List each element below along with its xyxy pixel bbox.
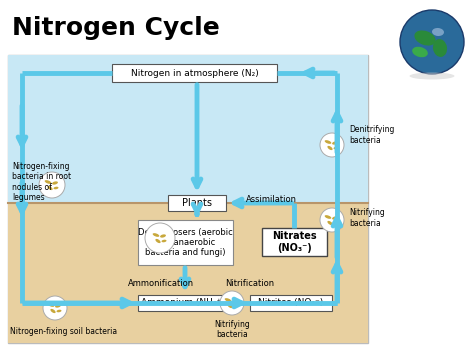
Ellipse shape: [433, 39, 447, 57]
FancyBboxPatch shape: [262, 228, 327, 256]
Ellipse shape: [325, 140, 331, 144]
Ellipse shape: [56, 310, 62, 312]
Ellipse shape: [334, 222, 338, 224]
FancyBboxPatch shape: [138, 295, 228, 311]
Text: Nitrogen in atmosphere (N₂): Nitrogen in atmosphere (N₂): [131, 69, 258, 77]
Ellipse shape: [334, 147, 338, 149]
Ellipse shape: [55, 304, 61, 308]
Ellipse shape: [432, 28, 444, 36]
Ellipse shape: [153, 233, 159, 237]
FancyBboxPatch shape: [8, 55, 368, 343]
Ellipse shape: [54, 187, 58, 189]
Circle shape: [145, 223, 175, 253]
FancyBboxPatch shape: [8, 203, 368, 343]
FancyBboxPatch shape: [168, 195, 226, 211]
Text: Assimilation: Assimilation: [246, 196, 297, 204]
Ellipse shape: [228, 304, 233, 308]
Text: Nitrogen-fixing
bacteria in root
nodules of
legumes: Nitrogen-fixing bacteria in root nodules…: [12, 162, 71, 202]
Text: Nitrates
(NO₃⁻): Nitrates (NO₃⁻): [272, 231, 317, 253]
Ellipse shape: [225, 298, 231, 302]
FancyBboxPatch shape: [138, 220, 233, 265]
Ellipse shape: [328, 146, 333, 150]
Ellipse shape: [332, 216, 338, 220]
Text: Ammonification: Ammonification: [128, 279, 194, 289]
Ellipse shape: [162, 240, 166, 242]
Ellipse shape: [52, 181, 58, 185]
Text: Nitrogen-fixing soil bacteria: Nitrogen-fixing soil bacteria: [10, 328, 117, 337]
Ellipse shape: [410, 72, 455, 80]
FancyBboxPatch shape: [112, 64, 277, 82]
Circle shape: [43, 296, 67, 320]
FancyBboxPatch shape: [8, 55, 368, 203]
Text: Nitrifying
bacteria: Nitrifying bacteria: [349, 208, 385, 228]
Circle shape: [320, 208, 344, 232]
Ellipse shape: [414, 31, 436, 45]
Ellipse shape: [45, 180, 51, 184]
Text: Plants: Plants: [182, 198, 212, 208]
Circle shape: [400, 10, 464, 74]
Ellipse shape: [47, 186, 53, 190]
Text: Decomposers (aerobic
and anaerobic
bacteria and fungi): Decomposers (aerobic and anaerobic bacte…: [138, 228, 233, 257]
FancyBboxPatch shape: [250, 295, 332, 311]
Text: Ammonium (NH₄⁺): Ammonium (NH₄⁺): [141, 299, 225, 307]
Circle shape: [39, 172, 65, 198]
Text: Nitrogen Cycle: Nitrogen Cycle: [12, 16, 220, 40]
Ellipse shape: [412, 47, 428, 57]
Circle shape: [320, 133, 344, 157]
Ellipse shape: [332, 141, 338, 144]
Ellipse shape: [232, 299, 238, 303]
Circle shape: [220, 291, 244, 315]
Ellipse shape: [50, 309, 55, 313]
Text: Nitrifying
bacteria: Nitrifying bacteria: [214, 320, 250, 339]
Ellipse shape: [48, 303, 55, 307]
Text: Nitrification: Nitrification: [225, 279, 274, 289]
Ellipse shape: [328, 221, 333, 225]
Ellipse shape: [325, 215, 331, 219]
Ellipse shape: [160, 234, 166, 237]
Text: Denitrifying
bacteria: Denitrifying bacteria: [349, 125, 394, 145]
Text: Nitrites (NO₂⁻): Nitrites (NO₂⁻): [258, 299, 324, 307]
Ellipse shape: [155, 239, 161, 243]
Ellipse shape: [234, 305, 238, 307]
